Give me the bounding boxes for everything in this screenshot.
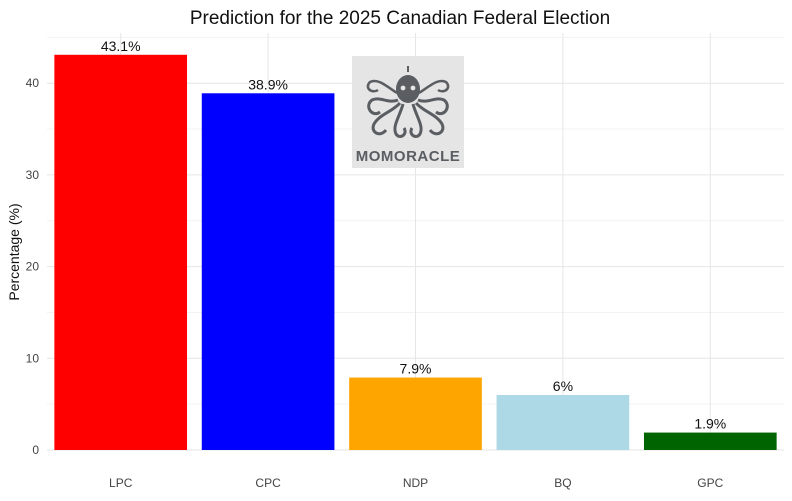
bar-gpc <box>643 432 777 450</box>
bars <box>54 54 777 451</box>
logo-text: MOMORACLE <box>356 148 461 165</box>
data-label-gpc: 1.9% <box>694 416 726 432</box>
data-label-ndp: 7.9% <box>400 361 432 377</box>
y-tick-label: 0 <box>32 443 39 457</box>
y-tick-label: 20 <box>26 260 40 274</box>
momoracle-logo: MOMORACLE <box>352 56 464 168</box>
y-axis-label: Percentage (%) <box>6 203 22 300</box>
y-tick-labels: 0 10 20 30 40 <box>26 76 40 457</box>
x-tick-labels: LPC CPC NDP BQ GPC <box>109 476 724 490</box>
y-tick-label: 30 <box>26 168 40 182</box>
bar-ndp <box>349 377 482 450</box>
bar-lpc <box>54 54 188 450</box>
x-tick-label-gpc: GPC <box>697 476 723 490</box>
y-tick-label: 10 <box>26 351 40 365</box>
data-label-lpc: 43.1% <box>101 38 141 54</box>
chart-title: Prediction for the 2025 Canadian Federal… <box>190 8 610 29</box>
bar-cpc <box>201 93 335 451</box>
data-label-cpc: 38.9% <box>248 76 288 92</box>
x-tick-label-cpc: CPC <box>255 476 281 490</box>
y-tick-label: 40 <box>26 76 40 90</box>
x-tick-label-ndp: NDP <box>403 476 428 490</box>
bar-bq <box>496 394 630 450</box>
x-tick-label-lpc: LPC <box>109 476 133 490</box>
data-label-bq: 6% <box>553 378 573 394</box>
data-labels: 43.1% 38.9% 7.9% 6% 1.9% <box>101 38 726 432</box>
octopus-icon <box>366 66 450 138</box>
x-tick-label-bq: BQ <box>554 476 571 490</box>
